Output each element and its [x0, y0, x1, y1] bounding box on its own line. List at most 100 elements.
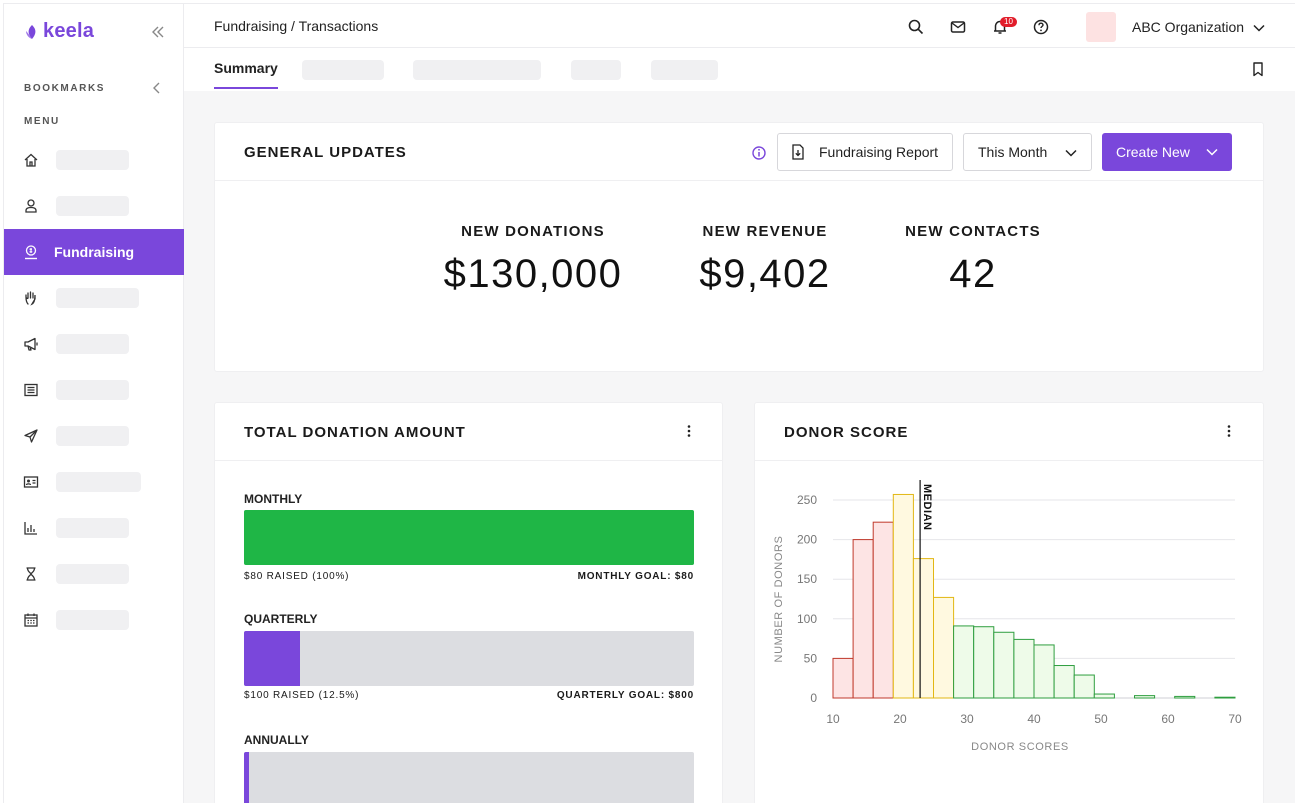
card-title: TOTAL DONATION AMOUNT — [244, 424, 466, 441]
sidebar-item-placeholder — [56, 334, 129, 354]
total-donation-card: TOTAL DONATION AMOUNT MONTHLY $80 RAISED… — [214, 402, 723, 803]
logo[interactable]: keela — [24, 20, 94, 43]
sidebar-item-campaigns[interactable] — [4, 321, 184, 367]
y-tick-label: 250 — [797, 493, 817, 507]
sidebar-item-calendar[interactable] — [4, 597, 184, 643]
tab-placeholder[interactable] — [651, 60, 718, 80]
progress-fill — [244, 752, 250, 803]
x-tick-label: 30 — [960, 712, 974, 726]
donation-icon — [25, 245, 37, 260]
search-icon[interactable] — [907, 18, 925, 36]
sidebar: keela BOOKMARKS MENU Fundraising — [4, 4, 184, 803]
sidebar-item-placeholder — [56, 564, 129, 584]
sidebar-item-placeholder — [56, 426, 129, 446]
sidebar-item-placeholder — [56, 610, 129, 630]
histogram-bar — [953, 625, 975, 699]
sidebar-item-volunteer[interactable] — [4, 275, 184, 321]
tab-bar: Summary — [184, 48, 1295, 91]
sidebar-item-placeholder — [56, 380, 129, 400]
mail-icon[interactable] — [949, 18, 967, 36]
card-title: GENERAL UPDATES — [244, 144, 407, 161]
histogram-bar — [912, 558, 934, 699]
stat-label: NEW REVENUE — [702, 223, 828, 240]
chevron-down-icon[interactable] — [1252, 21, 1266, 35]
tab-placeholder[interactable] — [413, 60, 541, 80]
fundraising-report-button[interactable]: Fundraising Report — [777, 133, 953, 171]
chevron-left-icon[interactable] — [150, 81, 164, 95]
info-icon[interactable] — [751, 145, 767, 161]
histogram-bar — [1174, 695, 1196, 699]
tab-placeholder[interactable] — [302, 60, 384, 80]
tab-summary[interactable]: Summary — [214, 60, 278, 89]
goal-name: MONTHLY — [244, 492, 303, 506]
sidebar-item-home[interactable] — [4, 137, 184, 183]
more-options-icon[interactable] — [681, 423, 697, 439]
collapse-sidebar-icon[interactable] — [150, 24, 166, 40]
calendar-icon — [24, 613, 38, 627]
sidebar-item-placeholder — [56, 288, 139, 308]
paper-plane-icon — [24, 429, 38, 443]
breadcrumb: Fundraising / Transactions — [214, 18, 379, 34]
card-header: GENERAL UPDATES Fundraising Report This … — [215, 123, 1263, 181]
raised-text: $100 RAISED (12.5%) — [244, 690, 360, 701]
progress-bar-quarterly — [244, 631, 694, 686]
more-options-icon[interactable] — [1221, 423, 1237, 439]
create-new-button[interactable]: Create New — [1102, 133, 1232, 171]
stat-value: $9,402 — [699, 252, 831, 296]
histogram-bar — [1053, 665, 1075, 699]
stat-new-contacts: NEW CONTACTS 42 — [883, 223, 1063, 297]
sidebar-item-history[interactable] — [4, 551, 184, 597]
y-tick-label: 0 — [810, 691, 817, 705]
stat-value: $130,000 — [443, 252, 623, 296]
stat-label: NEW DONATIONS — [461, 223, 605, 240]
y-tick-label: 200 — [797, 533, 817, 547]
button-label: Fundraising Report — [819, 144, 939, 160]
histogram-bar — [852, 539, 874, 699]
histogram-bar — [1073, 674, 1095, 699]
histogram-bar — [1033, 644, 1055, 699]
sidebar-item-fundraising[interactable]: Fundraising — [4, 229, 184, 275]
card-title: DONOR SCORE — [784, 424, 909, 441]
x-tick-label: 60 — [1161, 712, 1175, 726]
histogram-bar — [993, 631, 1015, 699]
chevron-down-icon — [1065, 149, 1077, 157]
histogram-bar — [933, 596, 955, 699]
x-tick-label: 70 — [1228, 712, 1242, 726]
help-icon[interactable] — [1032, 18, 1050, 36]
sidebar-item-email[interactable] — [4, 413, 184, 459]
period-select[interactable]: This Month — [963, 133, 1092, 171]
sidebar-item-label: Fundraising — [54, 244, 135, 260]
sidebar-item-placeholder — [56, 196, 129, 216]
progress-footer: $80 RAISED (100%) MONTHLY GOAL: $80 — [244, 571, 694, 582]
select-value: This Month — [978, 144, 1048, 160]
org-name[interactable]: ABC Organization — [1132, 19, 1245, 35]
stat-value: 42 — [949, 252, 997, 296]
progress-bar-annually — [244, 752, 694, 803]
notification-badge: 10 — [1000, 17, 1017, 27]
sidebar-item-lists[interactable] — [4, 367, 184, 413]
y-tick-label: 150 — [797, 572, 817, 586]
document-download-icon — [792, 144, 804, 160]
chevron-down-icon — [1206, 148, 1218, 156]
histogram-bar — [872, 521, 894, 699]
stat-new-donations: NEW DONATIONS $130,000 — [433, 223, 633, 297]
megaphone-icon — [24, 337, 38, 351]
histogram-bar — [1013, 638, 1035, 699]
median-label: MEDIAN — [921, 484, 933, 530]
bookmark-icon[interactable] — [1250, 61, 1266, 77]
tab-placeholder[interactable] — [571, 60, 621, 80]
sidebar-item-forms[interactable] — [4, 459, 184, 505]
y-axis-label: NUMBER OF DONORS — [773, 536, 785, 663]
sidebar-item-contacts[interactable] — [4, 183, 184, 229]
x-tick-label: 40 — [1027, 712, 1041, 726]
app-window: keela BOOKMARKS MENU Fundraising — [3, 3, 1295, 803]
score-gauge — [824, 802, 826, 803]
hourglass-icon — [26, 567, 36, 581]
x-tick-label: 10 — [826, 712, 840, 726]
y-tick-label: 50 — [804, 651, 818, 665]
goal-name: QUARTERLY — [244, 612, 318, 626]
stat-label: NEW CONTACTS — [905, 223, 1041, 240]
org-avatar[interactable] — [1086, 12, 1116, 42]
button-label: Create New — [1116, 144, 1190, 160]
sidebar-item-reports[interactable] — [4, 505, 184, 551]
